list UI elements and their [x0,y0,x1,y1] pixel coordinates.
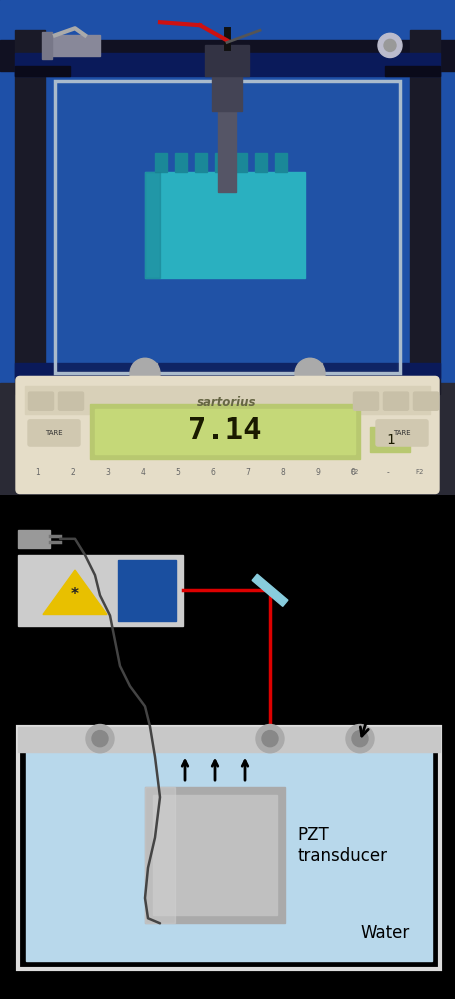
Bar [205,45,249,76]
FancyBboxPatch shape [59,392,84,411]
Circle shape [378,33,402,58]
Bar [15,66,70,76]
Bar [410,30,440,394]
Text: 7.14: 7.14 [188,417,262,446]
Bar [145,172,305,278]
Bar [153,795,277,915]
Bar [118,560,176,620]
Bar [175,154,187,172]
Text: Water: Water [360,924,410,942]
Circle shape [130,359,160,389]
Bar [25,386,430,414]
Circle shape [346,724,374,753]
Bar [215,154,227,172]
Circle shape [295,359,325,389]
Bar [255,154,267,172]
Bar [0,384,455,495]
Bar [145,787,285,923]
Bar [145,787,175,923]
FancyBboxPatch shape [384,392,409,411]
Bar [18,529,50,547]
Circle shape [262,730,278,746]
Bar [18,555,183,625]
Bar [212,61,242,111]
Text: 4: 4 [141,468,146,477]
Bar [95,409,355,455]
Bar [133,364,157,384]
Bar [42,32,52,59]
FancyBboxPatch shape [16,377,439,494]
Polygon shape [252,574,288,606]
Text: 8: 8 [281,468,285,477]
Bar [298,364,322,384]
FancyBboxPatch shape [414,392,439,411]
Bar [58,84,397,371]
Bar [370,427,410,453]
Text: 6: 6 [211,468,215,477]
Text: -: - [387,468,389,477]
FancyBboxPatch shape [354,392,379,411]
Text: 1: 1 [386,433,394,447]
Circle shape [256,724,284,753]
Bar [45,35,100,56]
Text: F2: F2 [351,470,359,476]
FancyBboxPatch shape [28,420,80,447]
Text: 2: 2 [71,468,76,477]
Circle shape [384,39,396,52]
Polygon shape [43,570,107,614]
Text: 9: 9 [316,468,320,477]
Bar [15,364,440,379]
Bar [218,61,236,192]
FancyBboxPatch shape [376,420,428,447]
Text: F2: F2 [416,470,424,476]
Bar [155,154,167,172]
Bar [195,154,207,172]
Bar [385,66,440,76]
Circle shape [86,724,114,753]
Bar [275,154,287,172]
Bar [55,81,400,374]
Bar [145,172,160,278]
Bar [26,751,432,961]
Circle shape [352,730,368,746]
Bar [235,154,247,172]
Bar [18,726,440,751]
Text: TARE: TARE [393,430,411,436]
FancyBboxPatch shape [29,392,54,411]
Text: 0: 0 [350,468,355,477]
Bar [0,40,455,71]
Bar [15,30,45,394]
Bar [15,54,440,76]
Text: 1: 1 [35,468,40,477]
Text: PZT
transducer: PZT transducer [297,826,387,865]
Text: sartorius: sartorius [197,397,257,410]
Text: TARE: TARE [45,430,63,436]
Circle shape [92,730,108,746]
Text: *: * [71,586,79,601]
Text: 5: 5 [176,468,181,477]
Text: 7: 7 [246,468,250,477]
Bar [90,404,360,460]
Text: 3: 3 [106,468,111,477]
Bar [18,726,440,969]
